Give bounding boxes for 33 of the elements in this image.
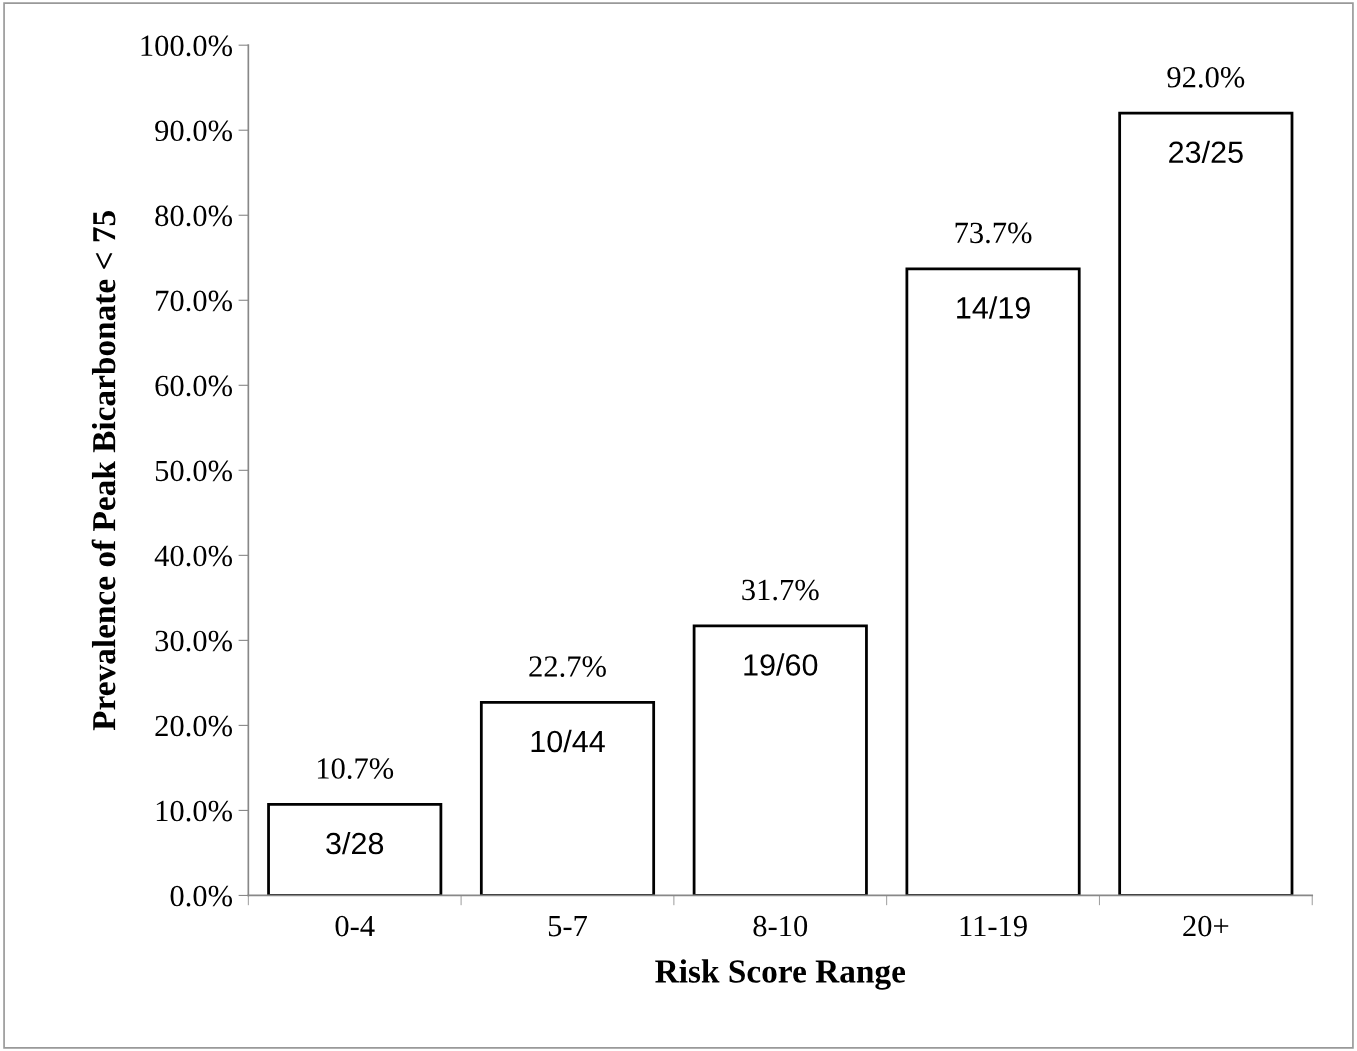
x-tick-label: 20+ (1183, 915, 1229, 937)
annotation: 14/19 (957, 296, 1030, 319)
y-tick-label: 20.0% (155, 715, 233, 737)
y-tick-label: 10.0% (156, 800, 233, 822)
data-label: 31.7% (742, 579, 819, 601)
annotation: 23/25 (1169, 140, 1243, 164)
x-tick-label: 8-10 (753, 915, 808, 937)
bar (692, 624, 868, 896)
annotation: 3/28 (326, 831, 384, 855)
y-tick-label: 40.0% (154, 545, 233, 567)
data-label: 22.7% (529, 656, 606, 677)
bar (479, 701, 656, 896)
y-tick-label: 30.0% (155, 630, 233, 652)
y-tick-label: 0.0% (170, 885, 233, 907)
y-tick-label: 80.0% (155, 205, 233, 227)
data-label: 73.7% (955, 222, 1032, 244)
y-tick-label: 100.0% (141, 35, 233, 57)
x-tick-label: 0-4 (335, 915, 375, 937)
y-tick-label: 70.0% (156, 290, 233, 312)
y-tick-label: 50.0% (155, 460, 233, 482)
data-label: 10.7% (317, 758, 394, 779)
annotation: 19/60 (744, 653, 818, 676)
y-tick-label: 60.0% (155, 375, 233, 397)
bar (905, 267, 1081, 896)
x-tick-label: 11-19 (960, 915, 1027, 937)
data-label: 92.0% (1167, 66, 1245, 88)
bar (267, 803, 443, 896)
annotation: 10/44 (531, 729, 605, 753)
x-tick-label: 5-7 (548, 916, 587, 937)
y-axis-title: Prevalence of Peak Bicarbonate < 75 (91, 211, 116, 731)
y-tick-label: 90.0% (155, 120, 233, 142)
x-axis-title: Risk Score Range (655, 959, 906, 990)
bar (1118, 111, 1294, 896)
